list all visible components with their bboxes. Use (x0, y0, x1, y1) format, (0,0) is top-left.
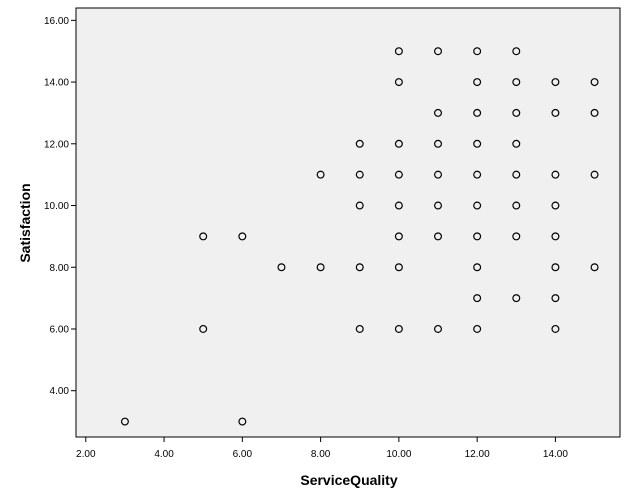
data-point (394, 78, 403, 87)
data-point (355, 263, 364, 272)
data-point (316, 263, 325, 272)
data-point (551, 232, 560, 241)
x-tick-label: 2.00 (76, 449, 96, 460)
data-point (473, 108, 482, 117)
x-tick-label: 12.00 (465, 449, 490, 460)
data-point (512, 139, 521, 148)
data-point (551, 78, 560, 87)
data-point (512, 108, 521, 117)
y-tick-label: 8.00 (50, 263, 70, 274)
y-tick-label: 12.00 (44, 139, 69, 150)
data-point (434, 324, 443, 333)
data-point (394, 201, 403, 210)
data-point (394, 139, 403, 148)
data-point (473, 78, 482, 87)
x-tick-label: 8.00 (311, 449, 331, 460)
data-point (434, 47, 443, 56)
data-point (590, 78, 599, 87)
x-axis: 2.00 4.00 6.00 8.00 10.00 12.00 14.00 (76, 437, 568, 460)
y-axis-title: Satisfaction (17, 183, 33, 262)
data-point (199, 324, 208, 333)
data-point (512, 170, 521, 179)
data-point (238, 232, 247, 241)
data-point (355, 139, 364, 148)
data-point (473, 201, 482, 210)
data-point (394, 232, 403, 241)
data-point (394, 47, 403, 56)
data-point (512, 232, 521, 241)
plot-area (75, 7, 621, 438)
data-point (551, 324, 560, 333)
data-points (120, 47, 599, 426)
data-point (238, 417, 247, 426)
data-point (355, 170, 364, 179)
data-point (277, 263, 286, 272)
data-point (316, 170, 325, 179)
y-tick-label: 10.00 (44, 201, 69, 212)
data-point (590, 108, 599, 117)
data-point (473, 263, 482, 272)
y-tick-label: 4.00 (50, 386, 70, 397)
data-point (551, 201, 560, 210)
data-point (394, 170, 403, 179)
y-tick-label: 16.00 (44, 16, 69, 27)
x-tick-label: 14.00 (543, 449, 568, 460)
data-point (473, 47, 482, 56)
data-point (512, 201, 521, 210)
data-point (512, 47, 521, 56)
y-tick-label: 6.00 (50, 324, 70, 335)
data-point (394, 263, 403, 272)
data-point (473, 170, 482, 179)
data-point (473, 294, 482, 303)
data-point (551, 108, 560, 117)
data-point (590, 263, 599, 272)
data-point (199, 232, 208, 241)
data-point (355, 201, 364, 210)
data-point (120, 417, 129, 426)
data-point (473, 324, 482, 333)
data-point (551, 294, 560, 303)
x-tick-label: 10.00 (386, 449, 411, 460)
data-point (434, 232, 443, 241)
data-point (434, 201, 443, 210)
x-tick-label: 4.00 (154, 449, 174, 460)
data-point (551, 170, 560, 179)
data-point (434, 170, 443, 179)
x-axis-title: ServiceQuality (300, 472, 397, 488)
data-point (512, 78, 521, 87)
data-point (551, 263, 560, 272)
data-point (590, 170, 599, 179)
data-point (434, 108, 443, 117)
data-point (512, 294, 521, 303)
data-point (355, 324, 364, 333)
data-point (473, 139, 482, 148)
data-point (473, 232, 482, 241)
data-point (434, 139, 443, 148)
x-tick-label: 6.00 (233, 449, 253, 460)
data-point (394, 324, 403, 333)
y-tick-label: 14.00 (44, 78, 69, 89)
y-axis: 4.00 6.00 8.00 10.00 12.00 14.00 16.00 (44, 16, 76, 397)
